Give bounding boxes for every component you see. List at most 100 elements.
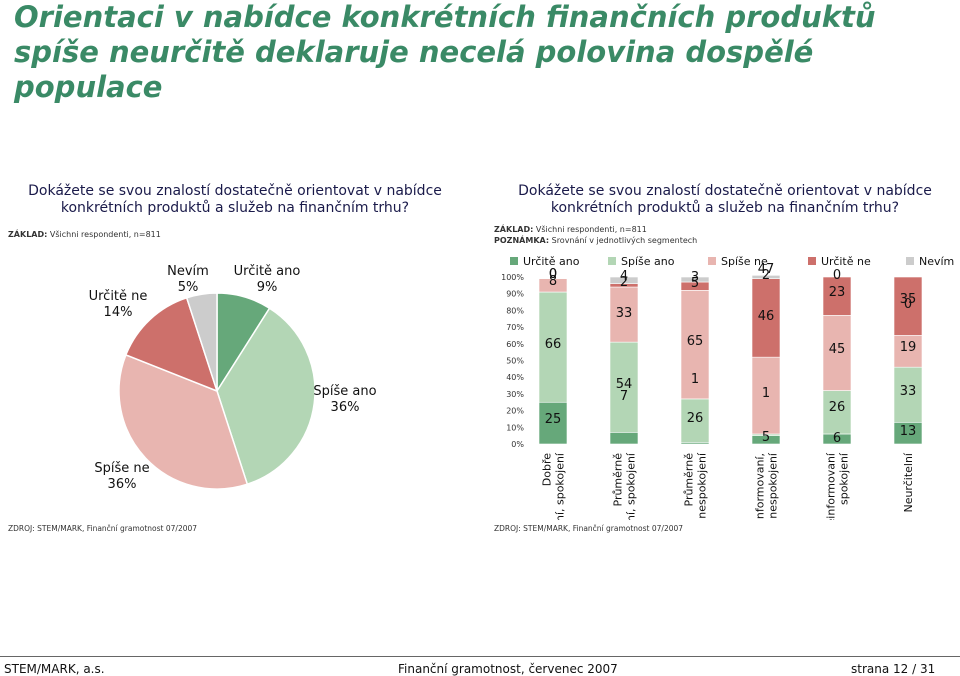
x-category-label-line: Dobře (541, 453, 554, 486)
footer-page: strana 12 / 31 (851, 662, 936, 676)
bar-segment-spise-ne (751, 356, 781, 435)
x-category-label-line: Neinformovaní, (754, 453, 767, 520)
x-category-label-line: spokojení (838, 452, 851, 505)
pie-slice-spise-ano (216, 307, 316, 486)
data-label-spise-ano: 1 (762, 386, 770, 401)
data-label-nevim: 2 (762, 268, 770, 283)
right-source: ZDROJ: STEM/MARK, Finanční gramotnost 07… (494, 524, 684, 533)
pie-label-spise-ano: Spíše ano (313, 384, 376, 399)
left-question: Dokážete se svou znalostí dostatečně ori… (28, 183, 442, 216)
x-category-label-line: Průměrně (612, 453, 625, 507)
data-label-spise-ano: 26 (687, 411, 704, 426)
y-tick-label: 40% (506, 373, 524, 382)
x-category-label: Neinformovaní, nespokojení (754, 452, 780, 520)
data-label-nevim: 0 (904, 297, 912, 312)
y-tick-label: 100% (501, 273, 524, 282)
bar-segment-spise-ano (822, 390, 852, 435)
data-label-urcite-ano: 25 (545, 412, 562, 427)
x-category-label-line: Neinformovaní (825, 452, 838, 520)
legend-label-spise-ne: Spíše ne (721, 255, 768, 268)
bar-segment-urcite-ano (538, 401, 568, 445)
legend-swatch-spise-ne (708, 257, 716, 265)
pie-label-urcite-ano: Určitě ano (234, 264, 301, 279)
pie-label-spise-ne: Spíše ne (94, 461, 149, 476)
right-note-text: Srovnání v jednotlivých segmentech (551, 236, 698, 245)
data-label-urcite-ne: 23 (829, 285, 846, 300)
y-tick-label: 60% (506, 340, 524, 349)
data-label-spise-ne: 45 (829, 342, 846, 357)
x-category-label-line: informovaní, spokojení (625, 452, 638, 520)
data-label-urcite-ne: 47 (758, 262, 775, 277)
left-base-label: ZÁKLAD: (8, 230, 48, 239)
data-label-urcite-ne: 2 (620, 275, 628, 290)
y-tick-label: 10% (506, 423, 524, 432)
bar-segment-urcite-ne (893, 276, 923, 336)
bar-segment-spise-ano (680, 398, 710, 443)
x-category-label-line: Průměrně (683, 453, 696, 507)
right-note-label: POZNÁMKA: (494, 236, 550, 245)
x-category-label-line: Neurčitelní (902, 452, 915, 512)
legend-swatch-nevim (906, 257, 914, 265)
data-label-spise-ne: 65 (687, 334, 704, 349)
bar-segment-spise-ne (680, 290, 710, 400)
data-label-nevim: 3 (691, 270, 699, 285)
left-source: ZDROJ: STEM/MARK, Finanční gramotnost 07… (8, 524, 198, 533)
y-tick-label: 50% (506, 357, 524, 366)
data-label-urcite-ano: 6 (833, 431, 841, 446)
pie-value-urcite-ne: 14% (104, 305, 133, 320)
data-label-urcite-ne: 5 (691, 276, 699, 291)
x-category-label-line: informovaní, nespokojení (696, 452, 709, 520)
footer-divider (0, 656, 960, 657)
legend-label-nevim: Nevím (919, 255, 954, 268)
data-label-urcite-ano: 5 (762, 430, 770, 445)
y-tick-label: 80% (506, 306, 524, 315)
x-category-label: Neurčitelní (902, 452, 915, 512)
bar-segment-urcite-ne (751, 278, 781, 358)
legend-label-urcite-ano: Určitě ano (523, 255, 580, 268)
pie-value-spise-ne: 36% (108, 477, 137, 492)
x-category-label: Dobře informovaní, spokojení (541, 452, 567, 520)
data-label-spise-ano: 33 (900, 384, 917, 399)
left-base-text: Všichni respondenti, n=811 (49, 230, 161, 239)
x-category-label: Neinformovaní spokojení (825, 452, 851, 520)
footer-org: STEM/MARK, a.s. (4, 662, 105, 676)
data-label-urcite-ano: 13 (900, 424, 917, 439)
pie-label-urcite-ne: Určitě ne (89, 289, 148, 304)
x-category-label: Průměrně informovaní, spokojení (612, 452, 638, 520)
pie-value-nevim: 5% (178, 280, 199, 295)
legend-label-urcite-ne: Určitě ne (821, 255, 871, 268)
pie-slice-spise-ne (118, 353, 249, 490)
legend-label-spise-ano: Spíše ano (621, 255, 675, 268)
left-base: ZÁKLAD: Všichni respondenti, n=811 (8, 229, 161, 240)
right-base: ZÁKLAD: Všichni respondenti, n=811 POZNÁ… (494, 224, 697, 246)
data-label-spise-ano: 26 (829, 400, 846, 415)
data-label-spise-ano: 54 (616, 377, 633, 392)
data-label-nevim: 0 (833, 268, 841, 283)
data-label-spise-ne: 33 (616, 306, 633, 321)
y-tick-label: 90% (506, 290, 524, 299)
right-base-text: Všichni respondenti, n=811 (535, 225, 647, 234)
page-title: Orientaci v nabídce konkrétních finanční… (14, 0, 876, 104)
data-label-urcite-ano: 1 (691, 372, 699, 387)
data-label-urcite-ano: 7 (620, 389, 628, 404)
bar-segment-spise-ne (538, 278, 568, 293)
data-label-nevim: 0 (549, 267, 557, 282)
bar-segment-spise-ne (609, 286, 639, 343)
bar-segment-nevim (609, 276, 639, 284)
y-tick-label: 0% (511, 440, 524, 449)
x-category-label-line: informovaní, spokojení (554, 452, 567, 520)
data-label-spise-ne: 8 (549, 274, 557, 289)
y-tick-label: 30% (506, 390, 524, 399)
bar-segment-nevim (751, 275, 781, 279)
data-label-urcite-ne: 35 (900, 292, 917, 307)
x-category-label-line: nespokojení (767, 452, 780, 519)
bar-segment-spise-ano (538, 291, 568, 403)
data-label-nevim: 4 (620, 269, 628, 284)
legend-swatch-spise-ano (608, 257, 616, 265)
footer-report: Finanční gramotnost, červenec 2007 (398, 662, 618, 676)
legend-swatch-urcite-ne (808, 257, 816, 265)
data-label-spise-ne: 46 (758, 309, 775, 324)
right-question: Dokážete se svou znalostí dostatečně ori… (518, 183, 932, 216)
